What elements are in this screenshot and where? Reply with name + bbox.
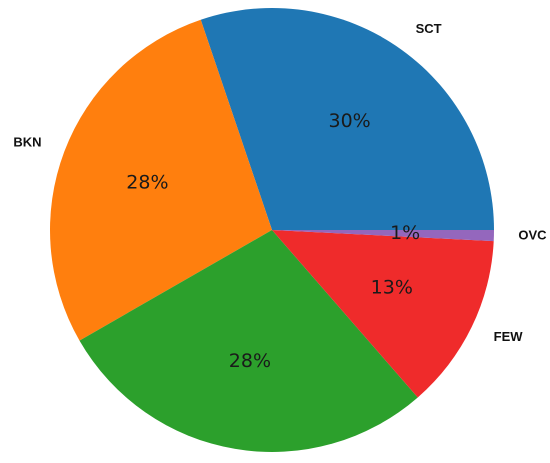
pie-slice-ovc (272, 230, 494, 242)
category-label-few: FEW (494, 329, 524, 344)
pie-slice-bkn (49, 19, 272, 341)
pct-label-bkn: 28% (126, 171, 168, 193)
pct-label-ovc: 1% (390, 222, 420, 244)
pct-label-sct: 30% (328, 110, 370, 132)
category-label-ovc: OVC (518, 228, 547, 243)
pie-slice-sct (200, 8, 494, 231)
pie-slice-few (272, 230, 494, 398)
category-label-sct: SCT (416, 21, 442, 36)
pct-label-cavok: 28% (229, 350, 271, 372)
category-label-bkn: BKN (13, 134, 41, 149)
category-labels: SCTBKNCAVOKFEWOVC (13, 21, 547, 344)
pie-slice-cavok (79, 230, 418, 452)
percentage-labels: 30% 28% 28% 13% 1% (126, 110, 420, 372)
pct-label-few: 13% (371, 277, 413, 299)
pie-slices (49, 8, 494, 452)
